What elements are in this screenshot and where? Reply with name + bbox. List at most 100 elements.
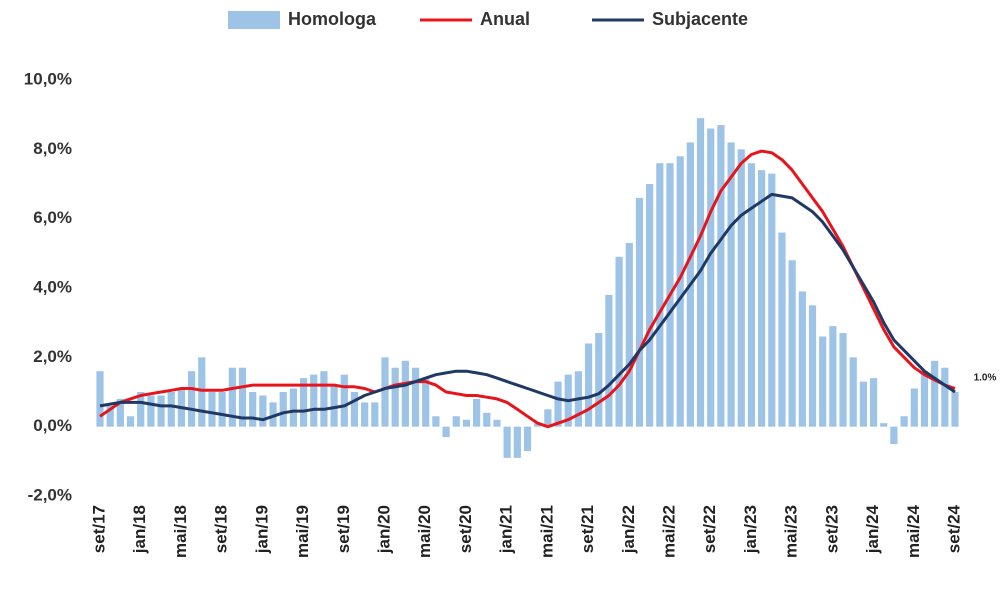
y-tick-label: -2,0% [28,485,72,504]
bar [829,326,837,427]
bar [503,426,511,458]
bar [635,197,644,427]
legend-label: Anual [480,9,530,29]
line [99,192,956,422]
bar [228,367,236,427]
bar [320,371,328,427]
bar [880,423,888,427]
bar [126,416,135,427]
bar [310,374,318,427]
bar [299,378,308,427]
bar [259,395,267,427]
bar [849,357,857,427]
bar [147,395,155,427]
y-tick-label: 8,0% [33,139,72,158]
bar [910,388,918,427]
bar [208,392,216,427]
bar [483,412,491,427]
bar [238,367,247,427]
bar [350,392,359,427]
bar [432,416,440,427]
bar [900,416,908,427]
x-tick-label: mai/23 [782,505,801,558]
bar [106,405,114,427]
x-tick-label: jan/23 [741,505,760,554]
bar [442,426,450,438]
x-tick-label: set/22 [700,505,719,553]
bar [808,305,817,427]
bar [625,242,633,427]
line [99,149,956,429]
bar [859,381,867,427]
bar [778,232,786,427]
bar [941,367,949,427]
x-tick-label: set/20 [456,505,475,553]
bar [768,173,776,427]
y-tick-label: 10,0% [24,69,72,88]
bar [96,371,104,427]
bar [493,419,501,427]
bar [646,184,654,427]
end-annotation: 1.0% [974,373,997,384]
bar [534,423,542,427]
x-tick-label: set/24 [944,504,963,553]
bar [198,357,206,427]
bar [157,395,165,427]
bar [839,333,847,427]
x-tick-label: mai/21 [537,505,556,558]
bar [218,392,226,427]
bar [289,388,297,427]
bar [727,142,735,427]
bar [615,256,623,427]
bar [920,371,929,427]
x-tick-label: jan/21 [497,505,516,554]
bar [554,381,562,427]
bar [279,392,287,427]
bar [371,402,379,427]
bar [269,402,277,427]
x-tick-label: mai/19 [293,505,312,558]
x-tick-label: mai/20 [415,505,434,558]
y-tick-label: 2,0% [33,347,72,366]
bar [411,367,420,427]
x-tick-label: set/21 [578,505,597,553]
bar [656,163,664,427]
x-tick-label: jan/22 [619,505,638,554]
legend-label: Homologa [288,9,377,29]
x-tick-label: jan/24 [863,504,882,554]
bar [401,360,409,427]
y-tick-label: 0,0% [33,416,72,435]
legend-label: Subjacente [652,9,748,29]
bar [422,378,430,427]
bar [544,409,552,427]
x-tick-label: jan/19 [252,505,271,554]
bar [330,385,338,427]
bar [116,398,124,427]
bar [951,392,959,427]
x-tick-label: mai/24 [904,504,923,557]
x-tick-label: set/19 [334,505,353,553]
bar [188,371,196,427]
bar [167,392,175,427]
bar [605,294,613,427]
bar [747,163,756,427]
x-tick-label: mai/18 [171,505,190,558]
bar [931,360,939,427]
bar [462,419,471,427]
y-tick-label: 6,0% [33,208,72,227]
bar [249,392,257,427]
x-tick-label: set/23 [822,505,841,553]
bar [869,378,878,427]
bar [737,149,745,427]
bar [819,336,827,427]
bar [340,374,348,427]
bar [391,367,399,427]
x-tick-label: jan/20 [374,505,393,554]
bar [758,170,766,427]
bar [381,357,389,427]
legend-swatch [228,11,280,29]
bar [513,426,521,458]
x-tick-label: set/18 [212,505,231,553]
bar [584,343,593,427]
